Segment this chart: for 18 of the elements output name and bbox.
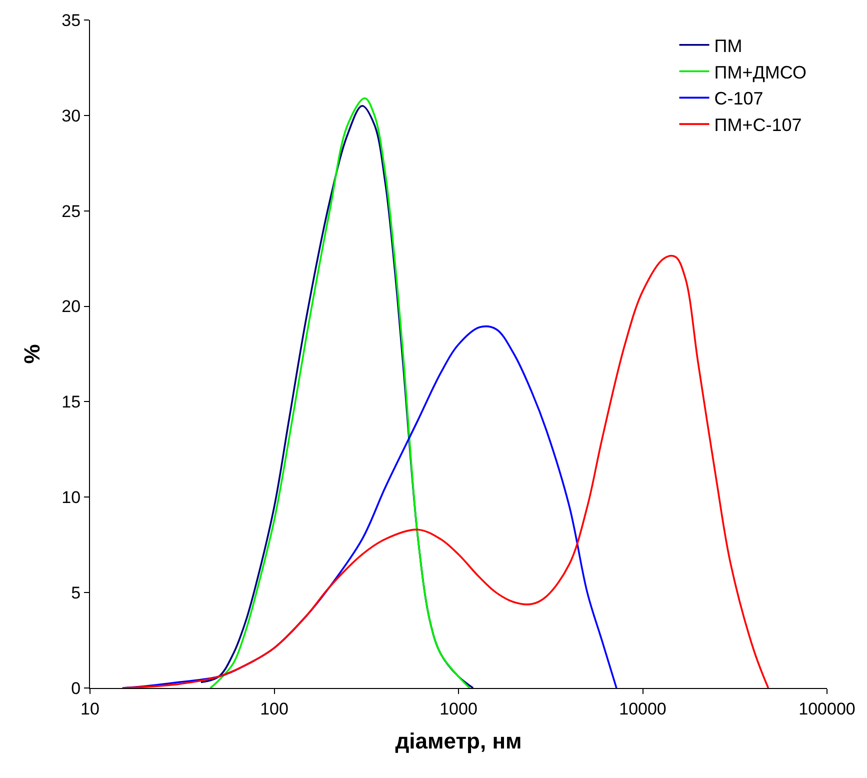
x-tick-label: 100000 <box>798 699 856 718</box>
x-tick-label: 10000 <box>619 699 666 718</box>
y-tick-label: 35 <box>62 10 81 30</box>
legend-label: ПМ <box>714 36 742 56</box>
y-tick-label: 20 <box>62 297 81 316</box>
legend-label: ПМ+С-107 <box>714 115 802 136</box>
y-tick-label: 0 <box>71 678 81 698</box>
legend-label: ПМ+ДМСО <box>714 62 806 82</box>
y-tick-label: 5 <box>71 584 81 603</box>
y-tick-label: 15 <box>62 392 81 412</box>
x-tick-label: 100 <box>260 699 288 718</box>
y-tick-label: 10 <box>62 488 81 508</box>
y-axis-title: % <box>19 344 44 364</box>
x-tick-label: 1000 <box>440 699 478 718</box>
legend-label: С-107 <box>714 88 764 109</box>
y-tick-label: 30 <box>62 106 81 126</box>
y-tick-label: 25 <box>62 202 81 221</box>
x-axis-title: діаметр, нм <box>395 728 522 754</box>
